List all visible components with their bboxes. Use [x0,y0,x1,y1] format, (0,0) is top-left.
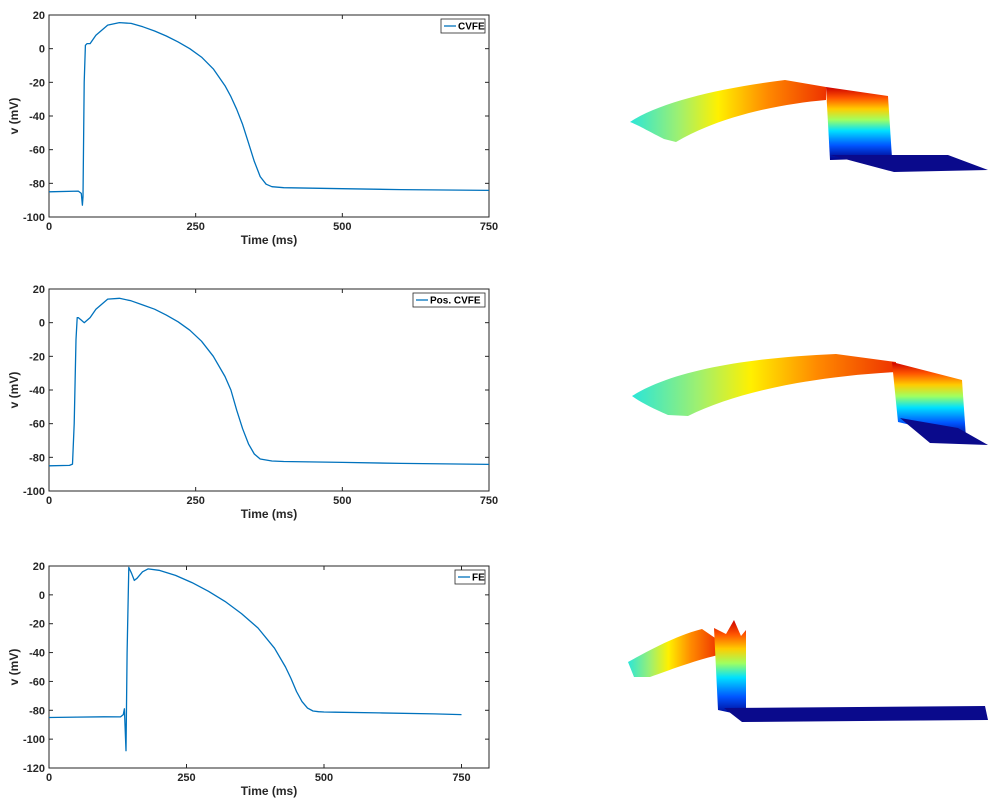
y-tick-label: -20 [29,619,45,631]
plot-frame [48,288,490,492]
plot-frame [48,565,490,769]
y-axis-label: v (mV) [7,98,21,135]
surface-plateau [630,80,826,142]
y-tick-label: -100 [23,212,45,224]
legend: Pos. CVFE [412,292,486,308]
surface-plateau [628,629,718,677]
surface-upstroke [826,87,892,160]
y-axis-label: v (mV) [7,649,21,686]
x-tick-label: 0 [46,221,52,233]
y-tick-label: -40 [29,111,45,123]
y-tick-label: -80 [29,452,45,464]
y-tick-label: 0 [39,318,45,330]
plot-frame [48,14,490,218]
y-tick-label: 20 [33,561,45,573]
surface-upstroke [892,362,966,438]
legend: CVFE [440,18,486,34]
x-tick-label: 750 [480,495,498,507]
chart-panel-2: 0 250 500 750 -100 -80 -60 -40 -20 0 20 Time (ms) v … [7,284,498,521]
x-tick-label: 0 [46,495,52,507]
y-tick-label: -20 [29,351,45,363]
y-tick-label: 0 [39,44,45,56]
legend-box [412,292,486,308]
x-tick-label: 250 [177,772,195,784]
surface-plot-cvfe [630,80,988,172]
series-line-1 [48,21,490,206]
y-tick-label: -40 [29,385,45,397]
surface-rest [900,418,988,445]
x-tick-label: 250 [186,221,204,233]
surface-upstroke [714,620,746,716]
y-tick-label: -100 [23,734,45,746]
series-line-1 [48,566,462,752]
chart-panel-3: 0 250 500 750 -120 -100 -80 -60 -40 -20 0 20 Time (m… [7,561,490,798]
surface-plot-pos-cvfe [632,354,988,445]
legend-box [440,18,486,34]
x-tick-label: 750 [480,221,498,233]
y-axis-label: v (mV) [7,372,21,409]
x-axis-label: Time (ms) [241,507,297,521]
y-tick-label: -120 [23,763,45,775]
y-tick-label: -40 [29,648,45,660]
legend: FE [454,569,486,585]
y-tick-label: -60 [29,145,45,157]
legend-label: FE [472,573,485,584]
x-tick-label: 250 [186,495,204,507]
line-plots: 0 250 500 750 -100 -80 -60 -40 -20 0 20 Time (ms) v … [7,10,498,798]
x-axis-label: Time (ms) [241,784,297,798]
series-line-1 [48,297,490,467]
x-tick-label: 500 [315,772,333,784]
legend-label: CVFE [458,22,485,33]
y-tick-label: -100 [23,486,45,498]
x-tick-label: 750 [452,772,470,784]
y-tick-label: 20 [33,10,45,22]
surface-plot-fe [628,620,988,722]
x-tick-label: 500 [333,221,351,233]
y-tick-label: 0 [39,590,45,602]
surface-rest [830,155,988,172]
y-tick-label: -80 [29,178,45,190]
surface-plateau [632,354,896,416]
y-tick-label: -60 [29,419,45,431]
chart-panel-1: 0 250 500 750 -100 -80 -60 -40 -20 0 20 Time (ms) v … [7,10,498,247]
y-tick-label: -80 [29,705,45,717]
x-tick-label: 0 [46,772,52,784]
x-tick-label: 500 [333,495,351,507]
y-tick-label: 20 [33,284,45,296]
y-tick-label: -60 [29,676,45,688]
y-tick-label: -20 [29,77,45,89]
legend-label: Pos. CVFE [430,296,481,307]
surface-rest [724,706,988,722]
x-axis-label: Time (ms) [241,233,297,247]
